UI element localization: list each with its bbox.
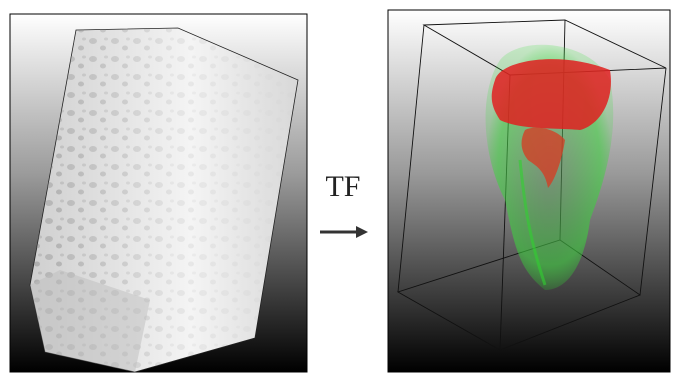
left-render (10, 14, 307, 372)
right-render (388, 10, 670, 372)
transfer-function-label: TF (325, 170, 360, 203)
arrow (320, 226, 368, 238)
figure: TF (0, 0, 674, 374)
